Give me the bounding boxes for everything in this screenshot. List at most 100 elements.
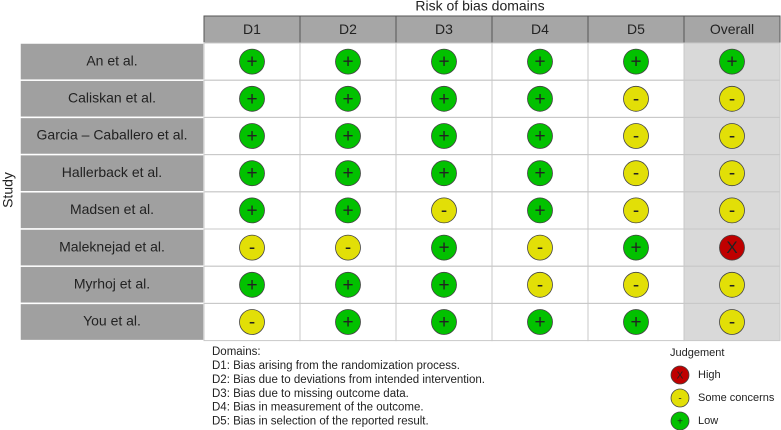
judgement-symbol: +: [342, 312, 353, 333]
legend-symbol: -: [678, 394, 681, 405]
judgement-circle: [239, 160, 265, 187]
judgement-symbol: -: [633, 163, 639, 184]
judgement-symbol: -: [249, 238, 255, 259]
judgement-symbol: -: [537, 275, 543, 296]
judgement-circle: [719, 234, 745, 261]
column-header: D4: [531, 21, 549, 37]
grid-cell: [683, 302, 781, 342]
judgement-symbol: -: [729, 312, 735, 333]
judgement-symbol: +: [534, 126, 545, 147]
judgement-circle: [239, 48, 265, 75]
judgement-symbol: +: [438, 312, 449, 333]
legend-label: High: [698, 369, 721, 381]
study-name: Madsen et al.: [70, 201, 154, 217]
judgement-circle: [719, 309, 745, 335]
judgement-circle: [719, 160, 745, 187]
column-header: D1: [243, 21, 261, 37]
study-cell: [19, 265, 205, 305]
judgement-symbol: +: [726, 52, 737, 73]
judgement-symbol: +: [534, 312, 545, 333]
study-cell: [19, 79, 205, 119]
study-name: You et al.: [83, 313, 141, 329]
judgement-symbol: +: [342, 52, 353, 73]
judgement-symbol: +: [342, 163, 353, 184]
judgement-circle: [239, 197, 265, 224]
judgement-symbol: +: [342, 275, 353, 296]
judgement-circle: [431, 271, 457, 298]
study-name: Hallerback et al.: [62, 164, 162, 180]
study-cell: [19, 116, 205, 156]
legend-circle: [670, 388, 690, 408]
judgement-symbol: +: [246, 163, 257, 184]
judgement-symbol: +: [534, 52, 545, 73]
judgement-circle: [623, 48, 649, 75]
judgement-symbol: -: [729, 275, 735, 296]
judgement-circle: [335, 309, 361, 335]
judgement-title: Judgement: [670, 347, 724, 359]
legend-label: Low: [698, 415, 718, 427]
judgement-circle: [335, 197, 361, 224]
judgement-circle: [431, 309, 457, 335]
domain-description: D2: Bias due to deviations from intended…: [212, 374, 485, 386]
judgement-symbol: +: [534, 163, 545, 184]
judgement-symbol: +: [438, 275, 449, 296]
judgement-symbol: -: [729, 200, 735, 221]
judgement-circle: [335, 160, 361, 187]
judgement-circle: [335, 48, 361, 75]
judgement-symbol: -: [729, 126, 735, 147]
judgement-circle: [527, 234, 553, 261]
judgement-symbol: +: [438, 238, 449, 259]
judgement-circle: [623, 160, 649, 187]
column-header: D2: [339, 21, 357, 37]
judgement-circle: [623, 309, 649, 335]
domain-description: D1: Bias arising from the randomization …: [212, 360, 460, 372]
domain-description: D4: Bias in measurement of the outcome.: [212, 402, 424, 414]
judgement-symbol: -: [441, 200, 447, 221]
study-name: Caliskan et al.: [68, 90, 156, 106]
header-cell: [299, 15, 397, 44]
study-cell: [19, 302, 205, 342]
judgement-circle: [431, 48, 457, 75]
judgement-circle: [527, 85, 553, 112]
judgement-symbol: -: [729, 163, 735, 184]
judgement-circle: [623, 197, 649, 224]
judgement-symbol: -: [345, 238, 351, 259]
judgement-circle: [719, 123, 745, 149]
study-name: Garcia – Caballero et al.: [37, 127, 188, 143]
domain-description: D5: Bias in selection of the reported re…: [212, 416, 429, 428]
judgement-circle: [239, 85, 265, 112]
judgement-circle: [623, 85, 649, 112]
judgement-symbol: -: [537, 238, 543, 259]
legend-symbol: X: [677, 371, 684, 382]
plot-title: Risk of bias domains: [415, 0, 544, 14]
judgement-symbol: +: [630, 52, 641, 73]
judgement-circle: [719, 48, 745, 75]
judgement-symbol: +: [246, 89, 257, 110]
judgement-symbol: -: [633, 200, 639, 221]
header-cell: [203, 15, 301, 44]
judgement-symbol: +: [438, 52, 449, 73]
y-axis-label: Study: [0, 172, 16, 208]
judgement-symbol: +: [342, 89, 353, 110]
judgement-circle: [239, 123, 265, 149]
judgement-symbol: +: [246, 200, 257, 221]
study-name: Myrhoj et al.: [74, 276, 150, 292]
judgement-symbol: -: [633, 126, 639, 147]
legend-circle: [670, 365, 690, 385]
judgement-circle: [239, 234, 265, 261]
judgement-symbol: +: [534, 89, 545, 110]
judgement-circle: [527, 123, 553, 149]
judgement-circle: [335, 234, 361, 261]
judgement-circle: [431, 234, 457, 261]
judgement-symbol: +: [534, 200, 545, 221]
judgement-circle: [335, 123, 361, 149]
judgement-circle: [719, 271, 745, 298]
column-header: D5: [627, 21, 645, 37]
domains-title: Domains:: [212, 346, 261, 358]
column-header: D3: [435, 21, 453, 37]
judgement-symbol: +: [246, 126, 257, 147]
judgement-symbol: +: [342, 200, 353, 221]
judgement-symbol: +: [630, 312, 641, 333]
judgement-circle: [239, 271, 265, 298]
